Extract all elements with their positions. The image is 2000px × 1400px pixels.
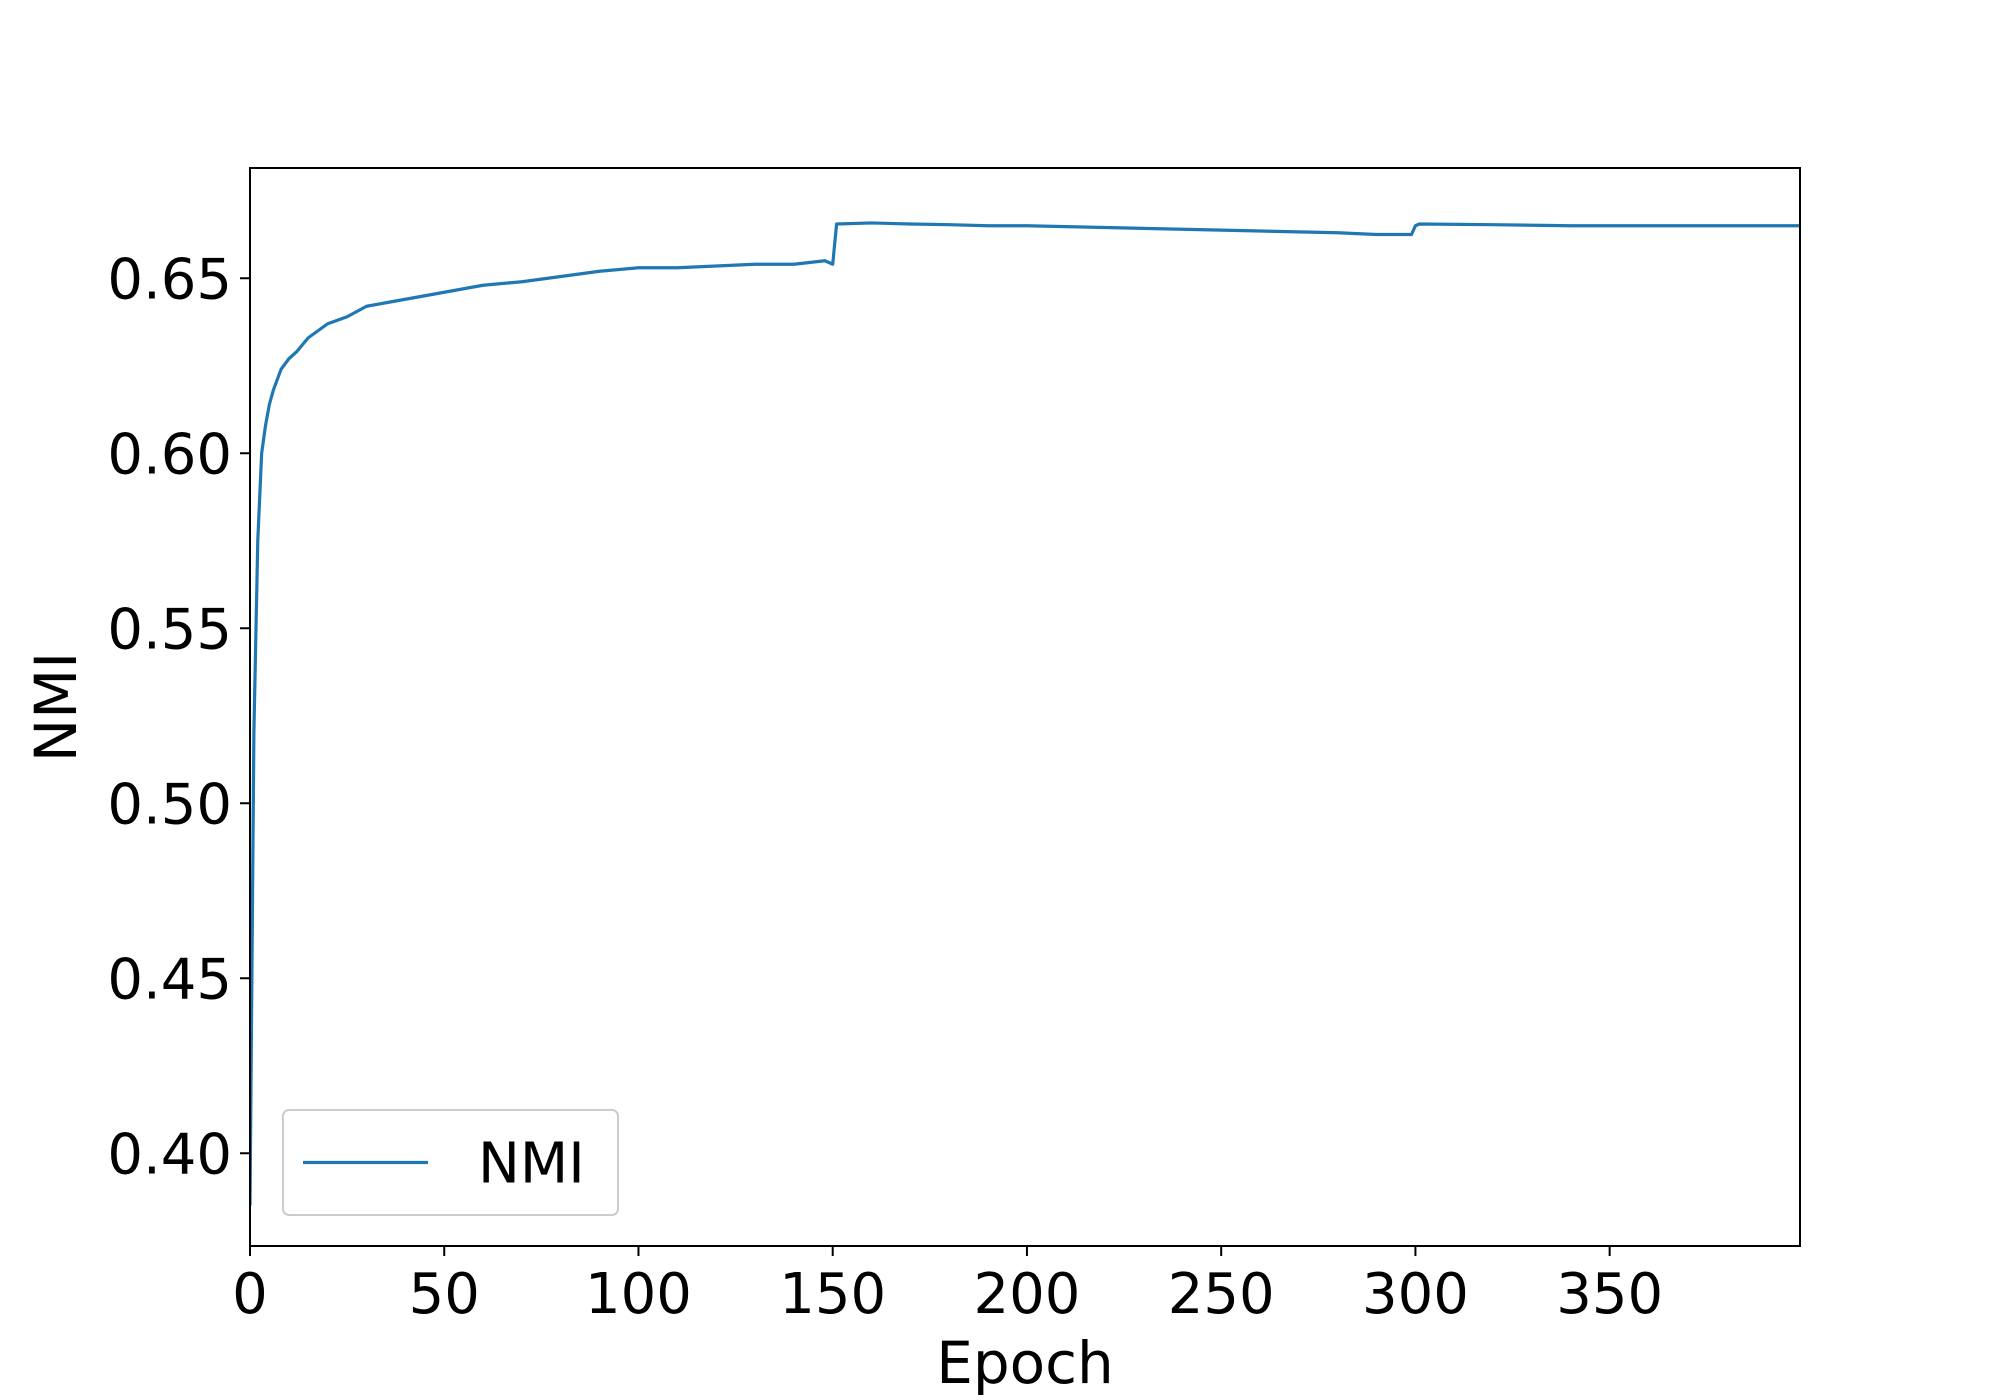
x-tick-label: 0	[232, 1262, 268, 1327]
plot-frame	[249, 167, 1801, 1247]
y-tick-label: 0.40	[107, 1122, 232, 1187]
y-tick-label: 0.65	[107, 247, 232, 312]
y-axis-label: NMI	[22, 652, 90, 763]
y-tick-label: 0.50	[107, 772, 232, 837]
x-tick-label: 50	[409, 1262, 480, 1327]
legend-label: NMI	[478, 1132, 585, 1197]
x-axis-label: Epoch	[936, 1329, 1114, 1397]
series-line-nmi	[250, 221, 1800, 1206]
x-tick-label: 300	[1362, 1262, 1469, 1327]
y-tick-label: 0.60	[107, 422, 232, 487]
x-tick-label: 150	[779, 1262, 886, 1327]
legend-box	[282, 1109, 619, 1216]
x-tick-label: 100	[585, 1262, 692, 1327]
x-tick-label: 250	[1168, 1262, 1275, 1327]
x-tick-label: 350	[1556, 1262, 1663, 1327]
x-tick-label: 200	[973, 1262, 1080, 1327]
y-tick-label: 0.55	[107, 597, 232, 662]
y-tick-label: 0.45	[107, 947, 232, 1012]
